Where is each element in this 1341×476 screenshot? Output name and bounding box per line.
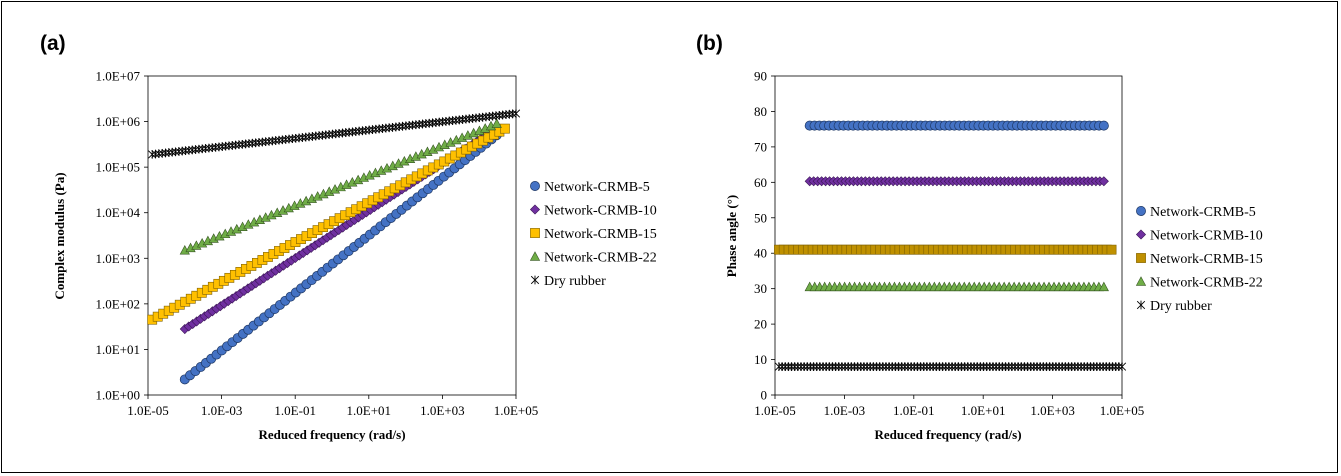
- panel-a-x-ticks: 1.0E-05 1.0E-03 1.0E-01 1.0E+01 1.0E+03 1.0E+…: [127, 395, 538, 418]
- legend-entry: Network-CRMB-5: [544, 180, 650, 195]
- series-network-crmb-5: [804, 120, 1109, 131]
- legend-marker: [1136, 300, 1146, 310]
- panel-b-x-ticks: 1.0E-05 1.0E-03 1.0E-01 1.0E+01 1.0E+03 1.0E+…: [754, 395, 1144, 418]
- y-tick-label: 60: [754, 175, 767, 190]
- legend-marker: [529, 204, 541, 215]
- y-tick-label: 30: [754, 281, 767, 296]
- y-tick-label: 10: [754, 352, 767, 367]
- legend-marker: [1136, 253, 1146, 263]
- y-tick-label: 20: [754, 317, 767, 332]
- y-tick-label: 1.0E+02: [95, 296, 140, 311]
- series-dry-rubber: [774, 362, 1127, 372]
- legend-entry: Network-CRMB-15: [1150, 252, 1263, 267]
- panel-a-legend: Network-CRMB-5 Network-CRMB-10 Network-CRM…: [529, 180, 657, 289]
- y-tick-label: 1.0E+01: [95, 342, 140, 357]
- panel-b-x-axis-title: Reduced frequency (rad/s): [874, 427, 1021, 442]
- panel-a-x-axis-title: Reduced frequency (rad/s): [258, 427, 405, 442]
- series-network-crmb-15: [147, 123, 510, 325]
- legend-marker: [1136, 206, 1146, 216]
- x-tick-label: 1.0E-05: [127, 403, 169, 418]
- y-tick-label: 1.0E+04: [95, 205, 140, 220]
- legend-entry: Network-CRMB-10: [1150, 229, 1263, 244]
- legend-entry: Network-CRMB-22: [544, 251, 657, 266]
- x-tick-label: 1.0E+05: [1100, 403, 1145, 418]
- y-tick-label: 50: [754, 210, 767, 225]
- data-point: [1106, 244, 1117, 255]
- y-tick-label: 0: [761, 388, 768, 403]
- legend-marker: [530, 275, 540, 285]
- legend-entry: Network-CRMB-10: [544, 204, 657, 219]
- legend-entry: Network-CRMB-15: [544, 227, 657, 242]
- data-point: [1098, 281, 1109, 292]
- legend-marker: [529, 251, 541, 261]
- y-tick-label: 1.0E+07: [95, 69, 140, 84]
- data-point: [511, 109, 521, 118]
- data-point: [1098, 176, 1109, 187]
- data-point: [491, 118, 502, 128]
- legend-entry: Dry rubber: [1150, 299, 1212, 314]
- series-dry-rubber: [148, 109, 521, 159]
- panel-a-y-ticks: 1.0E+00 1.0E+01 1.0E+02 1.0E+03 1.0E+04 1.0E+…: [95, 69, 148, 403]
- panel-a-label: (a): [40, 32, 66, 55]
- y-tick-label: 1.0E+00: [95, 388, 140, 403]
- panel-a-points: [147, 109, 521, 385]
- x-tick-label: 1.0E+03: [420, 403, 465, 418]
- series-network-crmb-15: [774, 244, 1117, 255]
- series-network-crmb-22: [179, 118, 502, 255]
- x-tick-label: 1.0E+01: [347, 403, 392, 418]
- panel-b-label: (b): [696, 32, 723, 55]
- x-tick-label: 1.0E-01: [893, 403, 935, 418]
- series-network-crmb-10: [804, 176, 1109, 187]
- data-point: [500, 123, 510, 134]
- panel-b-points: [774, 120, 1127, 372]
- y-tick-label: 90: [754, 69, 767, 84]
- x-tick-label: 1.0E+03: [1030, 403, 1075, 418]
- legend-entry: Dry rubber: [544, 274, 606, 289]
- legend-marker: [530, 181, 540, 191]
- series-network-crmb-5: [179, 130, 502, 385]
- panel-a-y-axis-title: Complex modulus (Pa): [52, 172, 67, 299]
- data-point: [1098, 120, 1109, 131]
- x-tick-label: 1.0E-03: [824, 403, 866, 418]
- panel-b-y-axis-title: Phase angle (°): [724, 195, 739, 277]
- data-point: [1117, 362, 1127, 372]
- x-tick-label: 1.0E+01: [961, 403, 1006, 418]
- panel-a: (a) 1.0E+001.0E+011.0E+021.0E+031.0E+041…: [40, 32, 657, 442]
- legend-marker: [1135, 229, 1147, 240]
- x-tick-label: 1.0E-05: [754, 403, 796, 418]
- y-tick-label: 1.0E+03: [95, 251, 140, 266]
- y-tick-label: 1.0E+06: [95, 114, 140, 129]
- panel-a-plot-area: [147, 75, 517, 396]
- y-tick-label: 1.0E+05: [95, 160, 140, 175]
- y-tick-label: 40: [754, 246, 767, 261]
- legend-marker: [1135, 276, 1147, 286]
- legend-entry: Network-CRMB-22: [1150, 276, 1263, 291]
- panel-b-plot-area: [774, 75, 1123, 396]
- legend-marker: [530, 228, 540, 238]
- y-tick-label: 70: [754, 139, 767, 154]
- x-tick-label: 1.0E-03: [201, 403, 243, 418]
- x-tick-label: 1.0E-01: [274, 403, 316, 418]
- y-tick-label: 80: [754, 104, 767, 119]
- legend-entry: Network-CRMB-5: [1150, 205, 1256, 220]
- panel-b-y-ticks: 0 10 20 30 40 50 60 70 80 90: [754, 69, 775, 403]
- series-network-crmb-22: [804, 281, 1109, 292]
- x-tick-label: 1.0E+05: [494, 403, 539, 418]
- panel-b-legend: Network-CRMB-5 Network-CRMB-10 Network-CRM…: [1135, 205, 1263, 314]
